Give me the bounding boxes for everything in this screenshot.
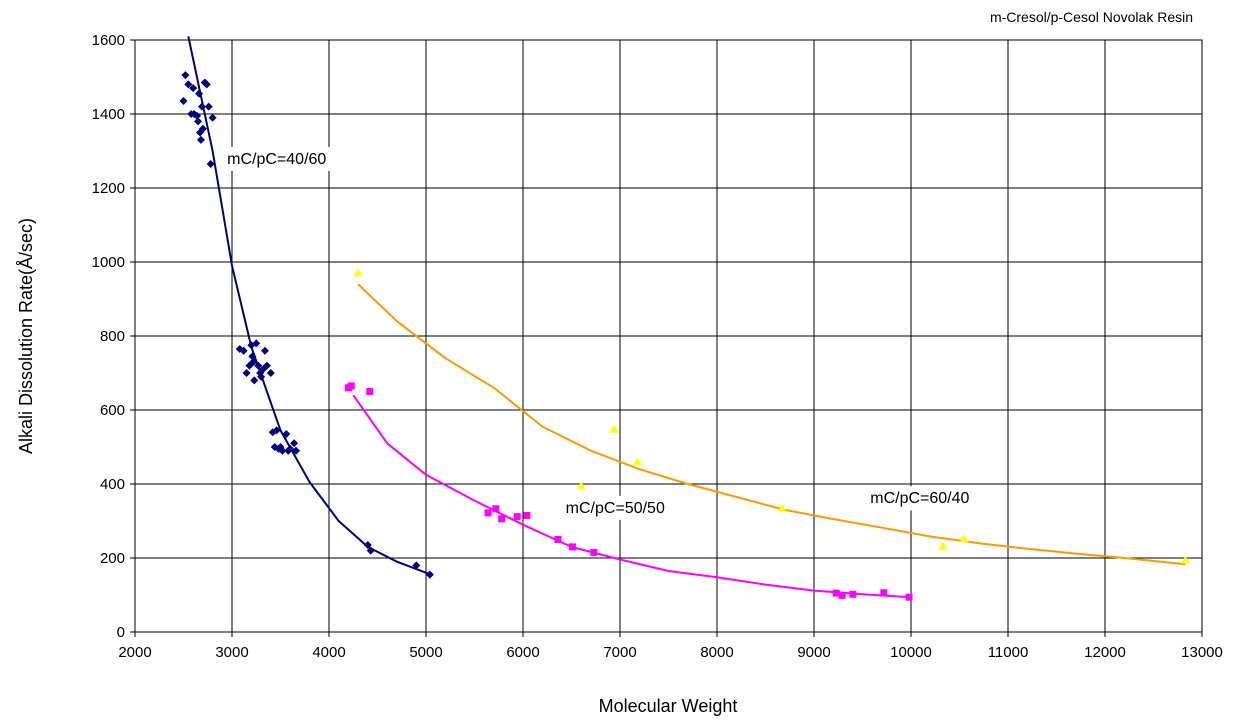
- y-axis-ticks: 0 200 400 600 800 1000 1200 1400 1600: [92, 32, 135, 641]
- data-point-series-1: [363, 541, 372, 550]
- data-point-series-1: [257, 372, 266, 381]
- data-point-series-1: [197, 102, 206, 111]
- annotation-background: [221, 146, 335, 171]
- trend-line-series-3: [357, 283, 1186, 566]
- annotation-background: [864, 486, 978, 511]
- data-point-series-1: [282, 430, 291, 439]
- data-point-series-1: [208, 113, 217, 122]
- data-point-series-3: [959, 534, 969, 543]
- data-point-series-1: [412, 561, 421, 570]
- data-point-series-2: [484, 509, 492, 517]
- data-point-series-1: [195, 89, 204, 98]
- y-tick-label: 0: [117, 624, 125, 641]
- data-point-series-2: [838, 591, 846, 599]
- data-point-series-1: [252, 339, 261, 348]
- data-point-series-1: [202, 80, 211, 89]
- data-point-series-1: [262, 361, 271, 370]
- x-tick-label: 7000: [603, 644, 636, 661]
- data-point-series-2: [832, 589, 840, 597]
- grid: [135, 40, 1202, 632]
- data-point-series-2: [523, 511, 531, 519]
- data-point-series-3: [632, 457, 642, 466]
- data-point-series-3: [777, 503, 787, 512]
- trend-lines: [187, 36, 1186, 599]
- x-tick-label: 9000: [797, 644, 830, 661]
- data-point-series-1: [278, 446, 287, 455]
- annotation-label: mC/pC=40/60: [227, 151, 326, 168]
- data-point-series-1: [193, 111, 202, 120]
- data-point-series-1: [198, 124, 207, 133]
- data-point-series-1: [425, 570, 434, 579]
- x-tick-label: 5000: [409, 644, 442, 661]
- annotation-background: [559, 495, 673, 520]
- data-point-series-2: [880, 589, 888, 597]
- data-point-series-1: [189, 84, 198, 93]
- x-tick-label: 8000: [700, 644, 733, 661]
- data-point-series-2: [568, 543, 576, 551]
- x-tick-label: 2000: [118, 644, 151, 661]
- data-point-series-1: [249, 357, 258, 366]
- data-point-series-2: [554, 536, 562, 543]
- data-point-series-1: [181, 71, 190, 80]
- annotation-label: mC/pC=60/40: [870, 490, 969, 507]
- x-tick-label: 11000: [988, 644, 1029, 661]
- data-point-series-1: [242, 369, 251, 377]
- data-point-series-1: [366, 546, 375, 555]
- data-point-series-1: [248, 352, 257, 361]
- x-tick-label: 13000: [1181, 644, 1223, 661]
- data-point-series-1: [292, 446, 301, 455]
- y-tick-label: 200: [100, 550, 125, 567]
- x-tick-label: 6000: [506, 644, 539, 661]
- data-point-series-3: [576, 481, 586, 490]
- data-point-series-2: [905, 593, 913, 601]
- data-point-series-2: [498, 515, 506, 523]
- y-tick-label: 400: [100, 476, 125, 493]
- trend-line-series-1: [187, 36, 432, 576]
- series-annotations: mC/pC=40/60 mC/pC=50/50 mC/pC=60/40: [221, 146, 978, 520]
- x-tick-label: 12000: [1084, 644, 1126, 661]
- data-point-series-2: [347, 382, 355, 390]
- x-axis-ticks: 2000 3000 4000 5000 6000 7000 8000 9000 10000 110…: [118, 632, 1223, 661]
- data-point-series-1: [196, 135, 205, 144]
- data-points: [179, 71, 1191, 601]
- data-point-series-2: [849, 590, 857, 598]
- data-point-series-1: [239, 346, 248, 355]
- data-point-series-1: [204, 102, 213, 111]
- y-tick-label: 1600: [92, 32, 125, 49]
- data-point-series-2: [590, 548, 598, 556]
- chart-title: m-Cresol/p-Cesol Novolak Resin: [990, 9, 1193, 25]
- y-tick-label: 1000: [92, 254, 125, 271]
- x-tick-label: 4000: [312, 644, 345, 661]
- data-point-series-1: [179, 97, 188, 106]
- data-point-series-3: [938, 541, 948, 550]
- data-point-series-1: [266, 369, 275, 377]
- data-point-series-2: [492, 505, 500, 513]
- data-point-series-2: [513, 513, 521, 521]
- y-tick-label: 1200: [92, 180, 125, 197]
- data-point-series-3: [609, 424, 619, 433]
- data-point-series-3: [1181, 555, 1191, 564]
- data-point-series-3: [353, 268, 363, 277]
- data-point-series-1: [184, 80, 193, 89]
- y-tick-label: 800: [100, 328, 125, 345]
- data-point-series-1: [290, 439, 299, 448]
- data-point-series-1: [250, 376, 259, 385]
- y-tick-label: 600: [100, 402, 125, 419]
- trend-line-series-2: [352, 394, 912, 599]
- x-axis-label: Molecular Weight: [599, 696, 738, 716]
- data-point-series-1: [272, 426, 281, 435]
- data-point-series-1: [254, 361, 263, 370]
- data-point-series-2: [366, 388, 374, 395]
- x-tick-label: 3000: [215, 644, 248, 661]
- y-axis-label: Alkali Dissolution Rate(Å/sec): [16, 218, 36, 454]
- x-tick-label: 10000: [890, 644, 932, 661]
- data-point-series-1: [260, 346, 269, 355]
- data-point-series-1: [206, 159, 215, 168]
- y-tick-label: 1400: [92, 106, 125, 123]
- annotation-label: mC/pC=50/50: [566, 500, 665, 517]
- data-point-series-1: [194, 117, 203, 126]
